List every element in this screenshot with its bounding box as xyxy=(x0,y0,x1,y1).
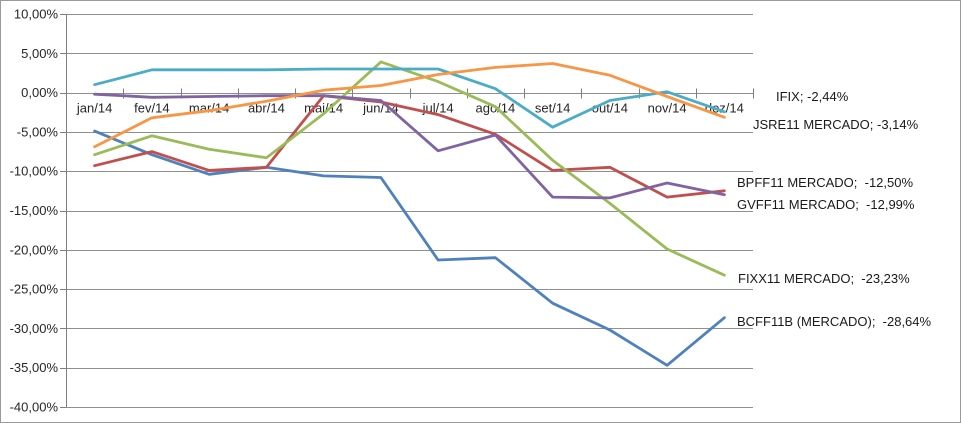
x-axis-tick-label: dez/14 xyxy=(705,101,744,116)
x-axis-tick-label: nov/14 xyxy=(648,101,687,116)
series-end-label-bpff11: BPFF11 MERCADO; -12,50% xyxy=(737,175,914,190)
series-line-bpff11 xyxy=(93,94,726,199)
y-axis-tick-label: -5,00% xyxy=(17,124,59,139)
y-axis-tick-label: -15,00% xyxy=(10,203,59,218)
x-axis-tick-label: out/14 xyxy=(592,101,628,116)
series-end-label-ifix: IFIX; -2,44% xyxy=(776,89,849,104)
y-axis-tick-label: 0,00% xyxy=(21,85,58,100)
y-axis-tick-label: -10,00% xyxy=(10,164,59,179)
series-line-jsre11 xyxy=(93,62,726,149)
y-axis-tick-label: -40,00% xyxy=(10,400,59,415)
y-axis-tick-label: -35,00% xyxy=(10,360,59,375)
series-line-gvff11 xyxy=(93,92,726,200)
series-end-label-bcff11b: BCFF11B (MERCADO); -28,64% xyxy=(737,314,932,329)
x-axis-tick-label: set/14 xyxy=(535,101,570,116)
y-axis-tick-label: -30,00% xyxy=(10,321,59,336)
x-axis-tick-label: fev/14 xyxy=(134,101,169,116)
series-end-label-fixx11: FIXX11 MERCADO; -23,23% xyxy=(738,271,910,286)
series-end-label-gvff11: GVFF11 MERCADO; -12,99% xyxy=(737,197,915,212)
y-axis-tick-label: -20,00% xyxy=(10,242,59,257)
series-end-label-jsre11: JSRE11 MERCADO; -3,14% xyxy=(753,117,919,132)
y-axis-tick-label: 5,00% xyxy=(21,46,58,61)
series-line-bcff11b xyxy=(93,129,726,367)
x-axis-tick-label: abr/14 xyxy=(248,101,285,116)
y-axis-tick-label: 10,00% xyxy=(14,7,59,22)
series-line-fixx11 xyxy=(93,60,726,277)
y-axis-tick-label: -25,00% xyxy=(10,282,59,297)
series-line-ifix xyxy=(93,67,726,129)
x-axis-tick-label: jan/14 xyxy=(76,101,112,116)
